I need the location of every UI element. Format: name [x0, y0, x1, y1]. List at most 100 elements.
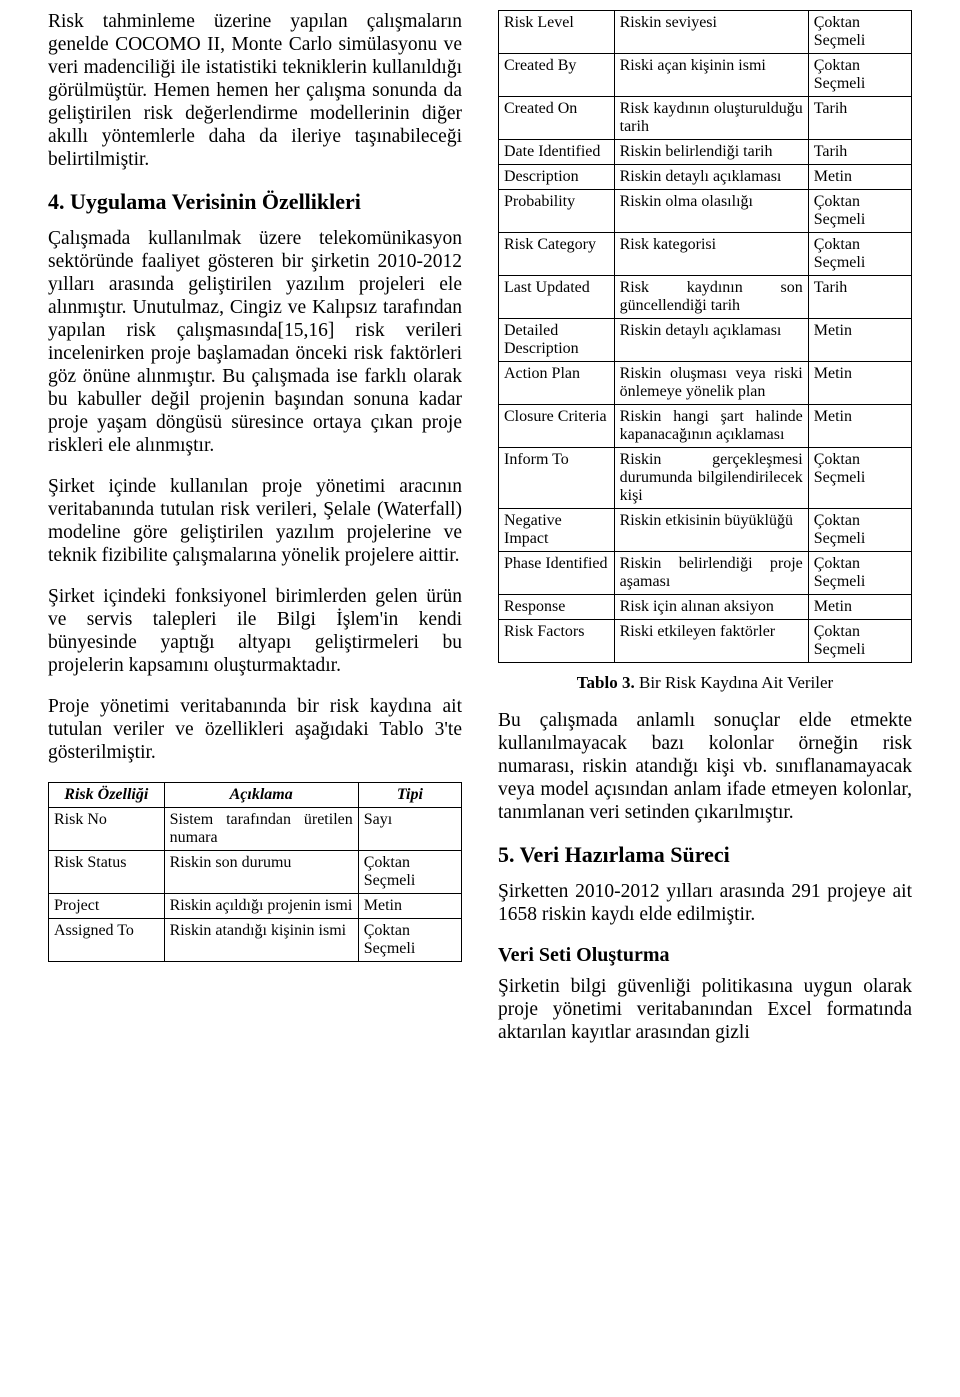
cell-desc: Riskin hangi şart halinde kapanacağının … [614, 405, 808, 448]
cell-desc: Riski açan kişinin ismi [614, 54, 808, 97]
cell-type: Çoktan Seçmeli [808, 190, 911, 233]
cell-desc: Risk kaydının oluşturulduğu tarih [614, 97, 808, 140]
cell-type: Çoktan Seçmeli [808, 54, 911, 97]
cell-desc: Risk için alınan aksiyon [614, 595, 808, 620]
cell-type: Çoktan Seçmeli [808, 448, 911, 509]
table-3-caption: Tablo 3. Bir Risk Kaydına Ait Veriler [498, 673, 912, 693]
table-row: Risk FactorsRiski etkileyen faktörlerÇok… [499, 620, 912, 663]
paragraph-6: Bu çalışmada anlamlı sonuçlar elde etmek… [498, 709, 912, 824]
cell-desc: Riskin detaylı açıklaması [614, 319, 808, 362]
table-row: Phase IdentifiedRiskin belirlendiği proj… [499, 552, 912, 595]
two-column-layout: Risk tahminleme üzerine yapılan çalışmal… [48, 10, 912, 1044]
table-row: Created OnRisk kaydının oluşturulduğu ta… [499, 97, 912, 140]
right-column: Risk LevelRiskin seviyesiÇoktan SeçmeliC… [498, 10, 912, 1044]
cell-feature: Project [49, 894, 165, 919]
table-row: Risk StatusRiskin son durumuÇoktan Seçme… [49, 851, 462, 894]
cell-type: Çoktan Seçmeli [808, 620, 911, 663]
table-row: Risk NoSistem tarafından üretilen numara… [49, 808, 462, 851]
cell-type: Sayı [358, 808, 461, 851]
table-row: ProjectRiskin açıldığı projenin ismiMeti… [49, 894, 462, 919]
th-feature: Risk Özelliği [49, 783, 165, 808]
cell-feature: Last Updated [499, 276, 615, 319]
cell-type: Tarih [808, 140, 911, 165]
cell-feature: Created By [499, 54, 615, 97]
cell-feature: Risk Status [49, 851, 165, 894]
risk-table-right: Risk LevelRiskin seviyesiÇoktan SeçmeliC… [498, 10, 912, 663]
cell-feature: Date Identified [499, 140, 615, 165]
cell-feature: Created On [499, 97, 615, 140]
left-column: Risk tahminleme üzerine yapılan çalışmal… [48, 10, 462, 1044]
cell-type: Çoktan Seçmeli [808, 11, 911, 54]
table-row: Date IdentifiedRiskin belirlendiği tarih… [499, 140, 912, 165]
paragraph-4: Şirket içindeki fonksiyonel birimlerden … [48, 585, 462, 677]
cell-desc: Sistem tarafından üretilen numara [164, 808, 358, 851]
paragraph-1: Risk tahminleme üzerine yapılan çalışmal… [48, 10, 462, 171]
cell-desc: Riskin belirlendiği tarih [614, 140, 808, 165]
paragraph-3: Şirket içinde kullanılan proje yönetimi … [48, 475, 462, 567]
cell-desc: Risk kaydının son güncellendiği tarih [614, 276, 808, 319]
cell-desc: Risk kategorisi [614, 233, 808, 276]
cell-desc: Riskin detaylı açıklaması [614, 165, 808, 190]
heading-section-4: 4. Uygulama Verisinin Özellikleri [48, 189, 462, 215]
cell-feature: Risk Factors [499, 620, 615, 663]
cell-type: Tarih [808, 276, 911, 319]
cell-type: Çoktan Seçmeli [808, 509, 911, 552]
table-row: Assigned ToRiskin atandığı kişinin ismiÇ… [49, 919, 462, 962]
cell-type: Çoktan Seçmeli [358, 919, 461, 962]
cell-feature: Risk Category [499, 233, 615, 276]
cell-desc: Riskin gerçekleşmesi durumunda bilgilend… [614, 448, 808, 509]
cell-feature: Response [499, 595, 615, 620]
paragraph-2: Çalışmada kullanılmak üzere telekomünika… [48, 227, 462, 457]
table-row: Inform ToRiskin gerçekleşmesi durumunda … [499, 448, 912, 509]
cell-type: Çoktan Seçmeli [808, 233, 911, 276]
cell-desc: Riski etkileyen faktörler [614, 620, 808, 663]
cell-desc: Riskin atandığı kişinin ismi [164, 919, 358, 962]
table-row: Risk CategoryRisk kategorisiÇoktan Seçme… [499, 233, 912, 276]
table-row: ProbabilityRiskin olma olasılığıÇoktan S… [499, 190, 912, 233]
table-row: Action PlanRiskin oluşması veya riski ön… [499, 362, 912, 405]
cell-type: Metin [808, 405, 911, 448]
cell-type: Çoktan Seçmeli [358, 851, 461, 894]
table-row: Closure CriteriaRiskin hangi şart halind… [499, 405, 912, 448]
caption-bold: Tablo 3. [577, 673, 635, 692]
cell-desc: Riskin etkisinin büyüklüğü [614, 509, 808, 552]
heading-section-5: 5. Veri Hazırlama Süreci [498, 842, 912, 868]
cell-feature: Action Plan [499, 362, 615, 405]
cell-type: Metin [808, 319, 911, 362]
cell-feature: Risk No [49, 808, 165, 851]
cell-desc: Riskin belirlendiği proje aşaması [614, 552, 808, 595]
table-row: Last UpdatedRisk kaydının son güncellend… [499, 276, 912, 319]
table-row: Negative ImpactRiskin etkisinin büyüklüğ… [499, 509, 912, 552]
table-row: Risk LevelRiskin seviyesiÇoktan Seçmeli [499, 11, 912, 54]
cell-feature: Assigned To [49, 919, 165, 962]
cell-type: Metin [808, 595, 911, 620]
table-row: DescriptionRiskin detaylı açıklamasıMeti… [499, 165, 912, 190]
cell-desc: Riskin seviyesi [614, 11, 808, 54]
paragraph-5: Proje yönetimi veritabanında bir risk ka… [48, 695, 462, 764]
cell-desc: Riskin olma olasılığı [614, 190, 808, 233]
table-header-row: Risk Özelliği Açıklama Tipi [49, 783, 462, 808]
cell-feature: Detailed Description [499, 319, 615, 362]
heading-veri-seti: Veri Seti Oluşturma [498, 944, 912, 967]
cell-type: Metin [808, 165, 911, 190]
cell-feature: Phase Identified [499, 552, 615, 595]
cell-type: Tarih [808, 97, 911, 140]
caption-text: Bir Risk Kaydına Ait Veriler [635, 673, 833, 692]
cell-feature: Probability [499, 190, 615, 233]
cell-feature: Inform To [499, 448, 615, 509]
cell-type: Metin [358, 894, 461, 919]
paragraph-7: Şirketten 2010-2012 yılları arasında 291… [498, 880, 912, 926]
cell-feature: Description [499, 165, 615, 190]
cell-feature: Negative Impact [499, 509, 615, 552]
risk-table-left: Risk Özelliği Açıklama Tipi Risk NoSiste… [48, 782, 462, 962]
th-desc: Açıklama [164, 783, 358, 808]
cell-feature: Risk Level [499, 11, 615, 54]
cell-desc: Riskin açıldığı projenin ismi [164, 894, 358, 919]
cell-desc: Riskin oluşması veya riski önlemeye yöne… [614, 362, 808, 405]
cell-type: Metin [808, 362, 911, 405]
cell-feature: Closure Criteria [499, 405, 615, 448]
th-type: Tipi [358, 783, 461, 808]
cell-desc: Riskin son durumu [164, 851, 358, 894]
cell-type: Çoktan Seçmeli [808, 552, 911, 595]
table-row: ResponseRisk için alınan aksiyonMetin [499, 595, 912, 620]
